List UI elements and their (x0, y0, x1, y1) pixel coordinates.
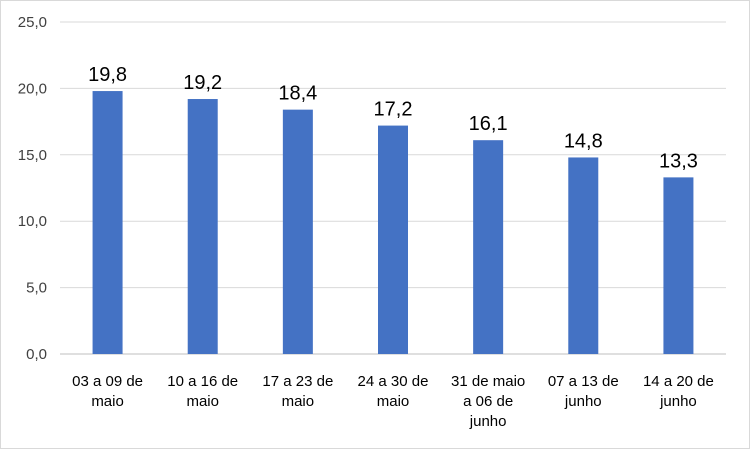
data-label: 19,8 (88, 64, 127, 86)
x-tick-label: 03 a 09 de maio (72, 373, 143, 410)
x-tick-label-line: maio (282, 393, 315, 410)
x-tick-label-line: 07 a 13 de (548, 373, 619, 390)
x-tick-label-line: 14 a 20 de (643, 373, 714, 390)
y-tick-label: 10,0 (18, 213, 47, 230)
x-tick-label-line: maio (91, 393, 124, 410)
x-tick-label: 07 a 13 de junho (548, 373, 619, 410)
x-tick-label-line: 24 a 30 de (358, 373, 429, 390)
bar (282, 109, 313, 354)
x-tick-label-line: maio (186, 393, 219, 410)
data-label: 18,4 (278, 83, 317, 105)
y-tick-label: 25,0 (18, 14, 47, 31)
y-tick-label: 5,0 (26, 280, 47, 297)
data-label: 19,2 (183, 72, 222, 94)
x-tick-label-line: 17 a 23 de (262, 373, 333, 390)
x-tick-label-line: 03 a 09 de (72, 373, 143, 390)
x-tick-label-line: a 06 de (463, 393, 513, 410)
data-label: 17,2 (374, 99, 413, 121)
x-tick-label-line: maio (377, 393, 410, 410)
y-tick-label: 15,0 (18, 147, 47, 164)
y-tick-label: 0,0 (26, 346, 47, 363)
x-tick-label: 10 a 16 de maio (167, 373, 238, 410)
x-tick-label: 31 de maio a 06 de junho (451, 373, 525, 430)
data-label: 13,3 (659, 150, 698, 172)
bar (663, 177, 694, 354)
bar (92, 91, 123, 354)
data-label: 16,1 (469, 113, 508, 135)
x-tick-label: 14 a 20 de junho (643, 373, 714, 410)
x-tick-label-line: junho (469, 413, 507, 430)
bar (568, 157, 599, 354)
x-tick-label-line: junho (564, 393, 602, 410)
y-tick-label: 20,0 (18, 80, 47, 97)
data-label: 14,8 (564, 130, 603, 152)
bar (378, 125, 408, 354)
x-tick-label-line: 31 de maio (451, 373, 525, 390)
bar (187, 99, 218, 354)
x-tick-label: 24 a 30 de maio (358, 373, 429, 410)
x-tick-label-line: 10 a 16 de (167, 373, 238, 390)
x-tick-label: 17 a 23 de maio (262, 373, 333, 410)
x-tick-label-line: junho (659, 393, 697, 410)
bar (473, 140, 504, 354)
